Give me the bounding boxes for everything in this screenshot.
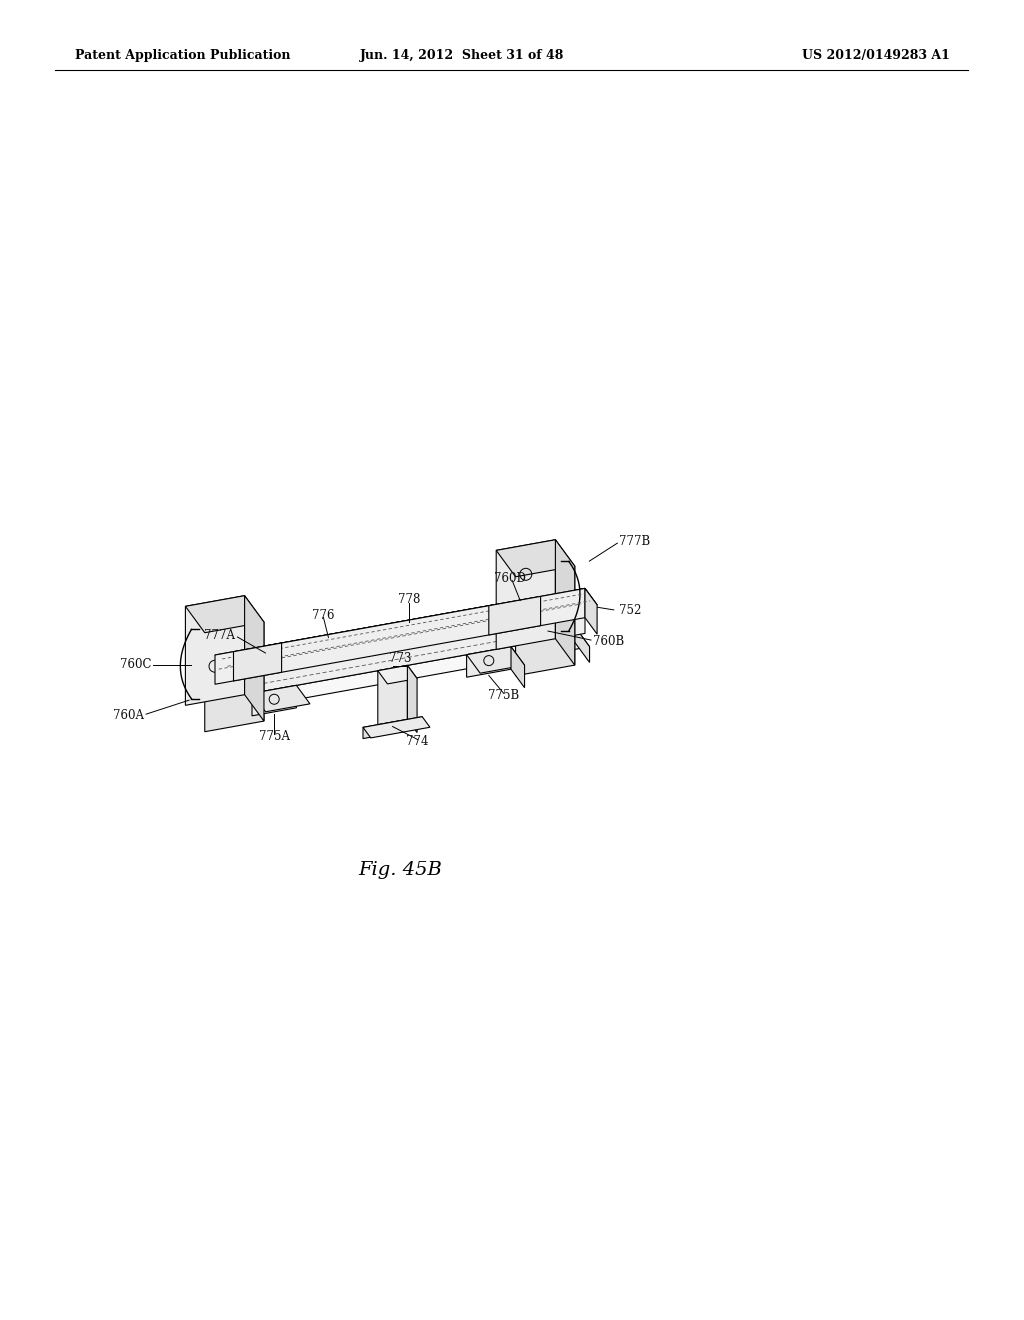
Polygon shape	[233, 643, 282, 681]
Polygon shape	[252, 685, 296, 715]
Text: 752: 752	[618, 603, 641, 616]
Text: Patent Application Publication: Patent Application Publication	[75, 49, 291, 62]
Text: 773: 773	[389, 652, 412, 665]
Polygon shape	[497, 540, 555, 649]
Polygon shape	[378, 665, 417, 684]
Text: 776: 776	[312, 609, 335, 622]
Polygon shape	[229, 681, 249, 723]
Polygon shape	[185, 595, 245, 705]
Polygon shape	[408, 665, 417, 733]
Polygon shape	[555, 540, 574, 665]
Text: 775B: 775B	[488, 689, 519, 702]
Text: 777B: 777B	[620, 535, 650, 548]
Polygon shape	[362, 717, 430, 738]
Polygon shape	[467, 647, 524, 673]
Polygon shape	[245, 595, 264, 721]
Polygon shape	[511, 647, 524, 688]
Text: 777A: 777A	[205, 628, 236, 642]
Text: 760D: 760D	[495, 572, 526, 585]
Polygon shape	[467, 647, 511, 677]
Polygon shape	[229, 620, 570, 697]
Text: 778: 778	[398, 594, 421, 606]
Polygon shape	[497, 540, 574, 577]
Polygon shape	[362, 717, 422, 739]
Polygon shape	[229, 620, 590, 708]
Polygon shape	[205, 622, 264, 731]
Polygon shape	[252, 685, 310, 711]
Text: 760A: 760A	[113, 709, 144, 722]
Polygon shape	[515, 566, 574, 676]
Text: 774: 774	[407, 735, 429, 748]
Polygon shape	[185, 595, 264, 632]
Polygon shape	[378, 665, 408, 725]
Polygon shape	[215, 589, 597, 672]
Polygon shape	[215, 589, 585, 700]
Text: 775A: 775A	[259, 730, 290, 743]
Polygon shape	[570, 620, 590, 663]
Text: 760B: 760B	[593, 635, 625, 648]
Text: Jun. 14, 2012  Sheet 31 of 48: Jun. 14, 2012 Sheet 31 of 48	[359, 49, 564, 62]
Text: Fig. 45B: Fig. 45B	[358, 861, 442, 879]
Polygon shape	[585, 589, 597, 634]
Polygon shape	[215, 589, 597, 672]
Polygon shape	[488, 597, 541, 635]
Polygon shape	[215, 589, 585, 684]
Text: US 2012/0149283 A1: US 2012/0149283 A1	[802, 49, 950, 62]
Text: 760C: 760C	[120, 659, 152, 672]
